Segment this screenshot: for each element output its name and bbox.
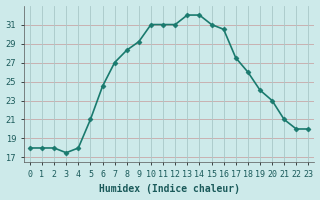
X-axis label: Humidex (Indice chaleur): Humidex (Indice chaleur)	[99, 184, 240, 194]
